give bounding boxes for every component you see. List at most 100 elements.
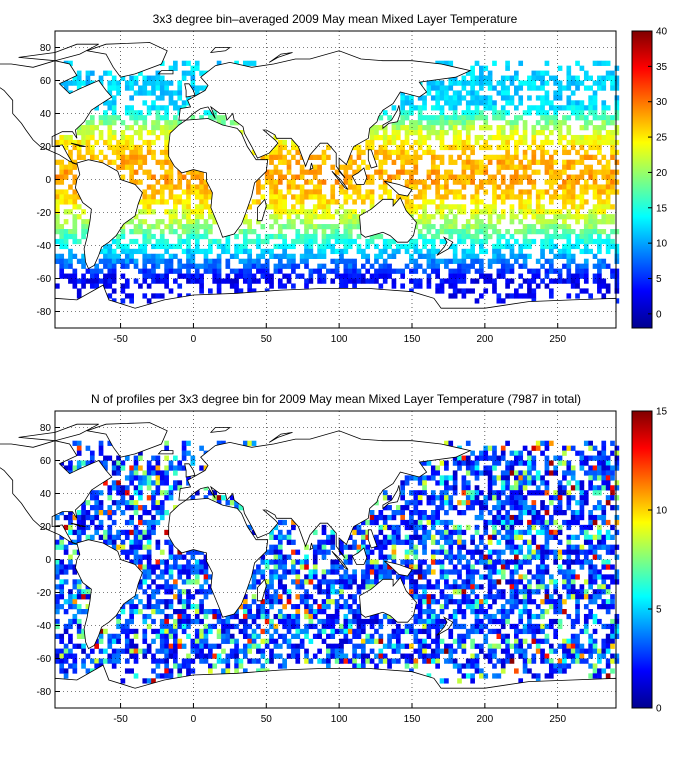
bin-cell xyxy=(483,470,489,476)
bin-cell xyxy=(299,628,305,635)
bin-cell xyxy=(173,100,178,106)
bin-cell xyxy=(575,554,580,560)
bin-cell xyxy=(562,278,567,284)
bin-cell xyxy=(505,144,510,151)
bin-cell xyxy=(457,194,462,200)
bin-cell xyxy=(251,599,257,605)
bin-cell xyxy=(500,233,506,240)
bin-cell xyxy=(387,569,392,575)
bin-cell xyxy=(374,539,379,545)
bin-cell xyxy=(470,209,475,215)
bin-cell xyxy=(404,139,410,146)
bin-cell xyxy=(382,539,388,545)
bin-cell xyxy=(514,480,519,486)
bin-cell xyxy=(142,589,148,595)
bin-cell xyxy=(474,75,480,81)
bin-cell xyxy=(365,174,371,180)
bin-cell xyxy=(531,519,537,526)
bin-cell xyxy=(566,539,572,545)
bin-cell xyxy=(177,465,183,471)
bin-cell xyxy=(518,293,524,299)
bin-cell xyxy=(505,618,510,625)
bin-cell xyxy=(173,278,178,284)
bin-cell xyxy=(597,229,602,235)
bin-cell xyxy=(142,470,148,476)
bin-cell xyxy=(492,85,497,91)
bin-cell xyxy=(63,465,69,471)
bin-cell xyxy=(107,90,113,96)
bin-cell xyxy=(151,519,156,526)
bin-cell xyxy=(168,209,174,215)
bin-cell xyxy=(299,164,305,170)
bin-cell xyxy=(474,460,480,466)
bin-cell xyxy=(557,455,563,461)
bin-cell xyxy=(181,209,187,215)
bin-cell xyxy=(483,564,489,570)
bin-cell xyxy=(601,574,607,580)
bin-cell xyxy=(81,80,86,86)
bin-cell xyxy=(579,268,585,274)
bin-cell xyxy=(452,75,458,81)
bin-cell xyxy=(461,594,467,600)
bin-cell xyxy=(435,134,440,141)
bin-cell xyxy=(487,174,493,180)
bin-cell xyxy=(138,110,143,116)
bin-cell xyxy=(334,604,340,610)
bin-cell xyxy=(566,500,572,506)
bin-cell xyxy=(527,189,532,195)
bin-cell xyxy=(107,505,113,511)
bin-cell xyxy=(579,189,585,195)
bin-cell xyxy=(151,604,156,610)
bin-cell xyxy=(260,263,266,269)
bin-cell xyxy=(505,559,510,565)
bin-cell xyxy=(76,125,82,131)
bin-cell xyxy=(575,238,580,245)
bin-cell xyxy=(597,594,602,600)
bin-cell xyxy=(151,174,156,180)
bin-cell xyxy=(89,130,95,136)
bin-cell xyxy=(544,524,550,531)
bin-cell xyxy=(308,243,314,250)
bin-cell xyxy=(557,609,563,615)
bin-cell xyxy=(76,149,82,156)
bin-cell xyxy=(522,604,528,610)
bin-cell xyxy=(575,194,580,200)
bin-cell xyxy=(291,549,296,555)
bin-cell xyxy=(426,534,432,540)
bin-cell xyxy=(540,554,545,560)
bin-cell xyxy=(417,510,423,516)
bin-cell xyxy=(387,154,392,160)
bin-cell xyxy=(304,253,309,259)
bin-cell xyxy=(369,618,375,625)
bin-cell xyxy=(177,184,183,190)
bin-cell xyxy=(120,628,126,635)
bin-cell xyxy=(124,505,130,511)
bin-cell xyxy=(146,105,152,111)
bin-cell xyxy=(400,519,406,526)
bin-cell xyxy=(527,470,532,476)
bin-cell xyxy=(59,243,65,250)
bin-cell xyxy=(496,594,502,600)
bin-cell xyxy=(452,505,458,511)
bin-cell xyxy=(264,154,270,160)
bin-cell xyxy=(295,149,301,156)
bin-cell xyxy=(186,278,191,284)
bin-cell xyxy=(199,199,204,205)
bin-cell xyxy=(518,273,524,279)
bin-cell xyxy=(527,243,532,250)
bin-cell xyxy=(452,174,458,180)
bin-cell xyxy=(68,559,73,565)
bin-cell xyxy=(269,594,274,600)
bin-cell xyxy=(168,490,174,496)
bin-cell xyxy=(500,115,506,121)
bin-cell xyxy=(107,283,113,289)
bin-cell xyxy=(422,544,427,550)
bin-cell xyxy=(286,243,292,250)
bin-cell xyxy=(592,144,598,151)
bin-cell xyxy=(216,273,222,279)
bin-cell xyxy=(164,273,169,279)
bin-cell xyxy=(544,189,550,195)
bin-cell xyxy=(391,569,397,575)
bin-cell xyxy=(461,293,467,299)
bin-cell xyxy=(159,75,165,81)
